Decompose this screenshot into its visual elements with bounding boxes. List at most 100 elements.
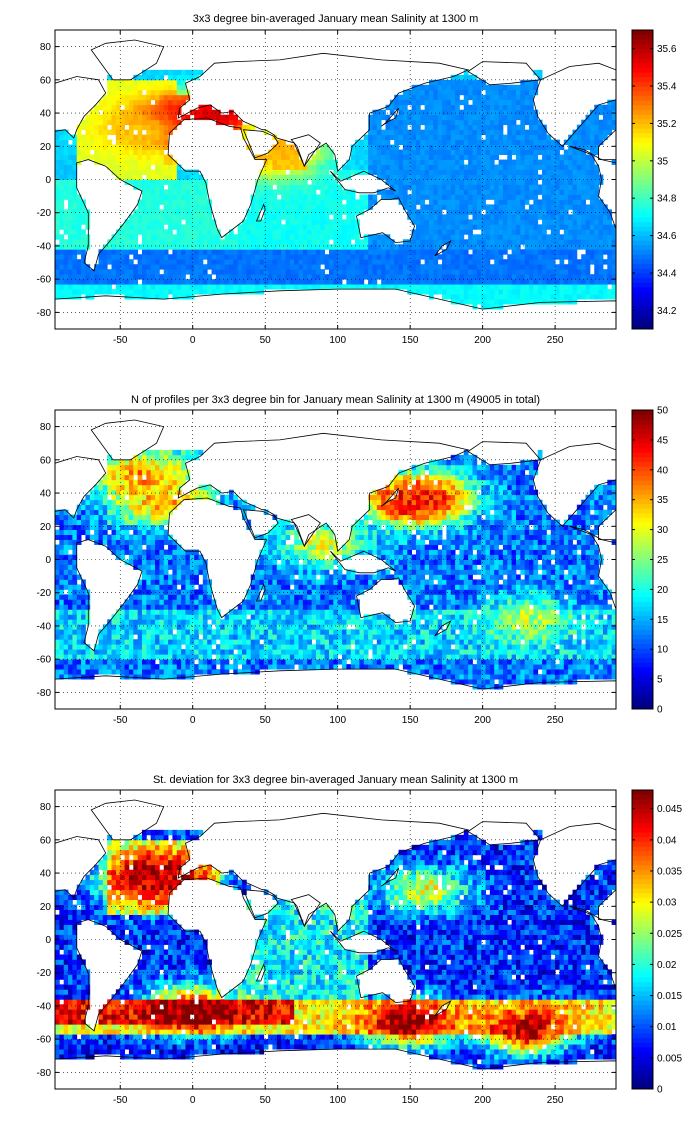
- heatmap-cell: [485, 649, 491, 655]
- heatmap-cell: [368, 204, 373, 210]
- heatmap-cell: [107, 639, 112, 645]
- heatmap-cell: [524, 114, 530, 121]
- heatmap-cell: [429, 139, 434, 146]
- heatmap-cell: [172, 654, 178, 660]
- heatmap-cell: [459, 279, 465, 285]
- heatmap-cell: [433, 179, 439, 185]
- heatmap-cell: [120, 644, 125, 650]
- heatmap-cell: [437, 279, 443, 285]
- heatmap-cell: [576, 659, 582, 665]
- heatmap-cell: [455, 194, 460, 200]
- heatmap-cell: [189, 259, 195, 265]
- heatmap-cell: [494, 209, 499, 215]
- heatmap-cell: [137, 154, 143, 160]
- heatmap-cell: [446, 89, 452, 96]
- heatmap-cell: [176, 199, 182, 205]
- heatmap-cell: [94, 149, 99, 155]
- heatmap-cell: [468, 79, 473, 86]
- heatmap-cell: [533, 204, 539, 210]
- heatmap-cell: [463, 174, 469, 180]
- heatmap-cell: [111, 279, 117, 285]
- heatmap-cell: [215, 234, 221, 240]
- heatmap-cell: [185, 289, 191, 295]
- heatmap-cell: [224, 234, 230, 240]
- heatmap-cell: [172, 294, 178, 300]
- heatmap-cell: [602, 124, 608, 131]
- heatmap-cell: [233, 119, 239, 126]
- heatmap-cell: [546, 259, 552, 265]
- heatmap-cell: [168, 244, 173, 250]
- heatmap-cell: [489, 304, 495, 310]
- heatmap-cell: [550, 159, 556, 165]
- heatmap-cell: [485, 154, 491, 160]
- heatmap-cell: [411, 109, 417, 116]
- heatmap-cell: [520, 169, 526, 175]
- heatmap-cell: [181, 184, 186, 190]
- heatmap-cell: [263, 199, 269, 205]
- heatmap-cell: [328, 149, 334, 155]
- heatmap-cell: [198, 114, 204, 121]
- heatmap-cell: [76, 149, 82, 155]
- x-tick-label: -50: [113, 335, 128, 346]
- heatmap-cell: [146, 79, 152, 86]
- heatmap-cell: [155, 179, 160, 185]
- heatmap-cell: [185, 179, 191, 185]
- heatmap-cell: [72, 199, 78, 205]
- heatmap-cell: [568, 234, 573, 240]
- heatmap-cell: [124, 279, 130, 285]
- heatmap-cell: [233, 644, 239, 650]
- heatmap-cell: [263, 244, 269, 250]
- heatmap-cell: [215, 269, 221, 275]
- heatmap-cell: [559, 199, 565, 205]
- heatmap-cell: [128, 264, 134, 270]
- heatmap-cell: [515, 214, 521, 220]
- heatmap-cell: [333, 244, 339, 250]
- heatmap-cell: [385, 259, 391, 265]
- heatmap-cell: [94, 264, 99, 270]
- heatmap-cell: [128, 149, 134, 155]
- heatmap-cell: [168, 169, 173, 175]
- heatmap-cell: [276, 164, 282, 170]
- heatmap-cell: [494, 299, 499, 305]
- heatmap-cell: [576, 154, 582, 160]
- heatmap-cell: [511, 254, 517, 260]
- heatmap-cell: [198, 249, 204, 255]
- x-tick-label: 250: [547, 335, 564, 346]
- heatmap-cell: [463, 224, 469, 230]
- heatmap-cell: [268, 179, 273, 185]
- heatmap-cell: [159, 224, 165, 230]
- heatmap-cell: [402, 274, 408, 280]
- heatmap-cell: [489, 659, 495, 665]
- heatmap-cell: [502, 234, 508, 240]
- heatmap-cell: [59, 674, 65, 680]
- heatmap-cell: [155, 194, 160, 200]
- heatmap-cell: [550, 204, 556, 210]
- heatmap-cell: [468, 114, 473, 121]
- heatmap-cell: [585, 294, 591, 300]
- heatmap-cell: [120, 159, 125, 165]
- heatmap-cell: [463, 204, 469, 210]
- heatmap-cell: [272, 259, 278, 265]
- heatmap-cell: [581, 169, 586, 175]
- heatmap-cell: [450, 274, 456, 280]
- heatmap-cell: [146, 264, 152, 270]
- heatmap-cell: [463, 169, 469, 175]
- heatmap-cell: [568, 139, 573, 146]
- heatmap-cell: [472, 654, 478, 660]
- heatmap-cell: [520, 249, 526, 255]
- heatmap-cell: [472, 299, 478, 305]
- heatmap-cell: [220, 114, 226, 121]
- heatmap-cell: [550, 244, 556, 250]
- heatmap-cell: [289, 204, 295, 210]
- heatmap-cell: [385, 134, 391, 141]
- heatmap-cell: [294, 164, 299, 170]
- heatmap-cell: [359, 649, 365, 655]
- heatmap-cell: [176, 69, 182, 76]
- heatmap-cell: [102, 649, 108, 655]
- heatmap-cell: [485, 664, 491, 670]
- heatmap-cell: [524, 654, 530, 660]
- heatmap-cell: [185, 259, 191, 265]
- heatmap-cell: [350, 659, 356, 665]
- heatmap-cell: [585, 289, 591, 295]
- heatmap-cell: [250, 229, 256, 235]
